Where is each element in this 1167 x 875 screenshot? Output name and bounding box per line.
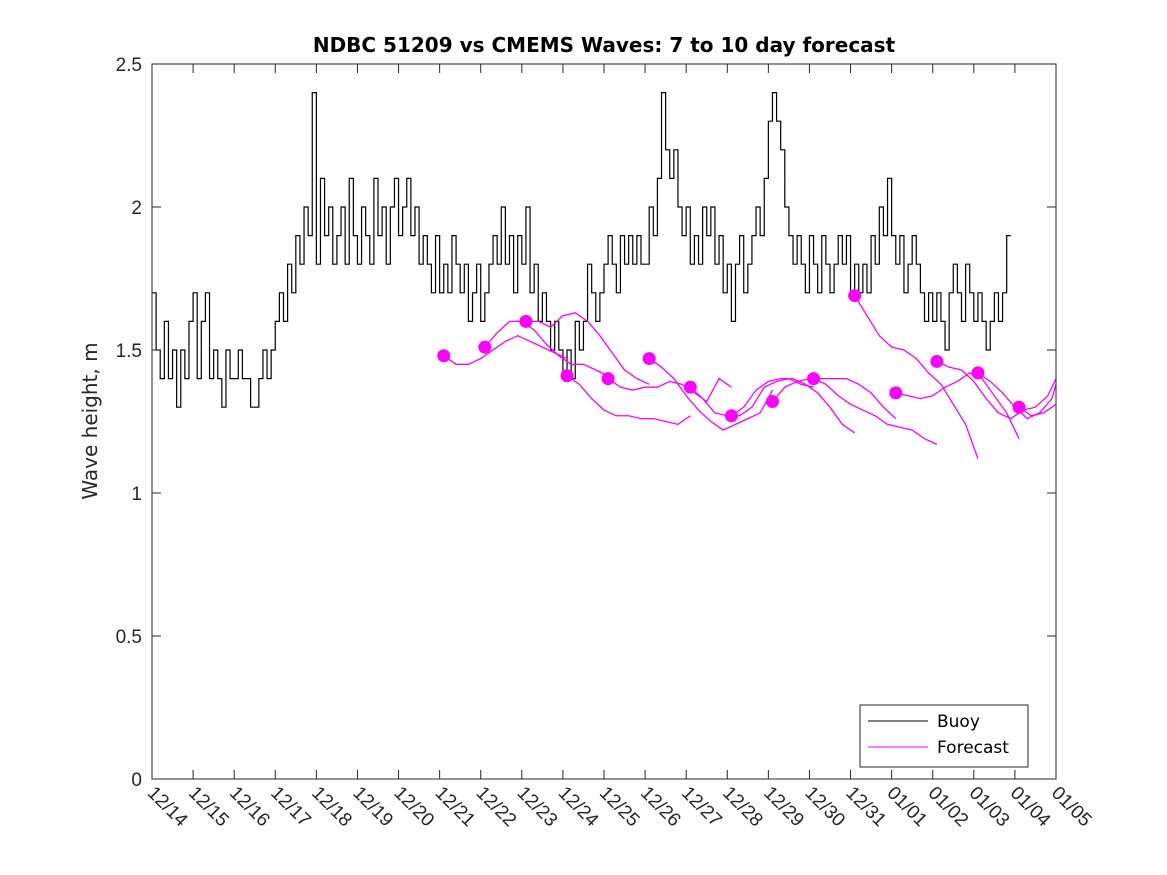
forecast-line-12 — [895, 372, 1020, 439]
y-tick-label: 1 — [131, 484, 142, 505]
chart-title: NDBC 51209 vs CMEMS Waves: 7 to 10 day f… — [313, 33, 896, 57]
forecast-point-3 — [519, 314, 533, 328]
legend: Buoy Forecast — [859, 704, 1029, 768]
forecast-point-13 — [930, 354, 944, 368]
buoy-line — [152, 92, 1011, 408]
forecast-points-group — [437, 289, 1026, 423]
forecast-line-2 — [484, 320, 609, 377]
forecast-point-4 — [560, 369, 574, 383]
forecast-point-1 — [437, 349, 451, 363]
y-tick-label: 0.5 — [116, 627, 142, 648]
forecast-line-5 — [607, 377, 732, 403]
y-tick-label: 1.5 — [116, 341, 142, 362]
forecast-point-15 — [1012, 400, 1026, 414]
y-axis-label: Wave height, m — [78, 342, 102, 499]
legend-forecast-label: Forecast — [937, 738, 1009, 758]
forecast-point-9 — [765, 394, 779, 408]
axes-background — [152, 64, 1056, 779]
forecast-line-8 — [731, 377, 856, 434]
forecast-point-10 — [807, 372, 821, 386]
forecast-line-4 — [566, 375, 691, 426]
forecast-point-5 — [601, 372, 615, 386]
forecast-line-6 — [648, 358, 774, 431]
y-tick-label: 0 — [131, 770, 142, 791]
forecast-point-8 — [724, 409, 738, 423]
y-tick-label: 2 — [131, 198, 142, 219]
y-tick-label: 2.5 — [116, 55, 142, 76]
forecast-line-3 — [525, 312, 650, 385]
forecast-point-2 — [478, 340, 492, 354]
forecast-point-14 — [971, 366, 985, 380]
forecast-line-10 — [813, 378, 938, 445]
buoy-series — [152, 92, 1011, 408]
forecast-line-11 — [854, 295, 979, 459]
forecast-series-group — [443, 295, 1057, 459]
legend-buoy-label: Buoy — [937, 712, 980, 732]
forecast-line-15 — [1018, 403, 1057, 417]
legend-box — [859, 704, 1029, 768]
forecast-point-12 — [889, 386, 903, 400]
forecast-point-6 — [642, 352, 656, 366]
forecast-line-9 — [771, 377, 897, 420]
forecast-point-11 — [848, 289, 862, 303]
forecast-line-1 — [443, 334, 568, 365]
forecast-line-13 — [936, 360, 1057, 420]
forecast-line-7 — [689, 377, 814, 417]
forecast-point-7 — [683, 380, 697, 394]
